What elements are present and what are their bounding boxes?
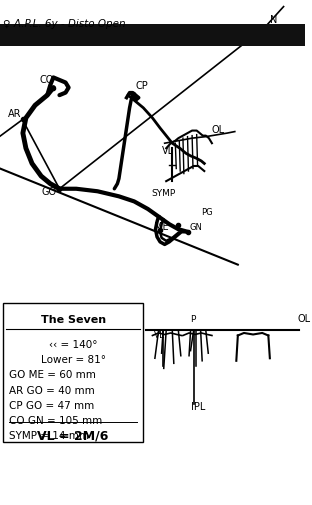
Text: SYMP: SYMP bbox=[151, 188, 175, 197]
Text: P: P bbox=[191, 315, 196, 324]
Text: PG: PG bbox=[201, 208, 213, 217]
Text: ME: ME bbox=[154, 222, 168, 232]
Text: OL: OL bbox=[297, 314, 310, 324]
Text: VL: VL bbox=[154, 330, 165, 339]
Text: GO ME = 60 mm: GO ME = 60 mm bbox=[9, 370, 96, 380]
Text: GN: GN bbox=[190, 223, 202, 232]
Text: CO GN = 105 mm: CO GN = 105 mm bbox=[9, 415, 102, 425]
Text: CP GO = 47 mm: CP GO = 47 mm bbox=[9, 400, 95, 410]
Text: ♀ A.P.L. 6y - Disto Open: ♀ A.P.L. 6y - Disto Open bbox=[3, 19, 126, 29]
Text: SYMP = 14 mm: SYMP = 14 mm bbox=[9, 430, 89, 440]
Text: AR GO = 40 mm: AR GO = 40 mm bbox=[9, 385, 95, 395]
Text: ‹‹ = 140°: ‹‹ = 140° bbox=[49, 339, 97, 349]
Text: CP: CP bbox=[136, 80, 149, 90]
Text: IPL: IPL bbox=[191, 401, 205, 411]
Text: The Seven: The Seven bbox=[41, 314, 106, 324]
Text: N: N bbox=[270, 15, 277, 25]
Text: GO: GO bbox=[41, 186, 56, 196]
Text: CO: CO bbox=[40, 75, 54, 85]
Text: VL = 2M/6: VL = 2M/6 bbox=[37, 428, 109, 441]
Text: Lower = 81°: Lower = 81° bbox=[41, 355, 106, 365]
Bar bbox=[0, 25, 305, 46]
Text: VL: VL bbox=[162, 146, 174, 156]
Text: AR: AR bbox=[7, 109, 21, 119]
Text: OL: OL bbox=[212, 124, 225, 134]
Bar bbox=[3, 303, 143, 442]
